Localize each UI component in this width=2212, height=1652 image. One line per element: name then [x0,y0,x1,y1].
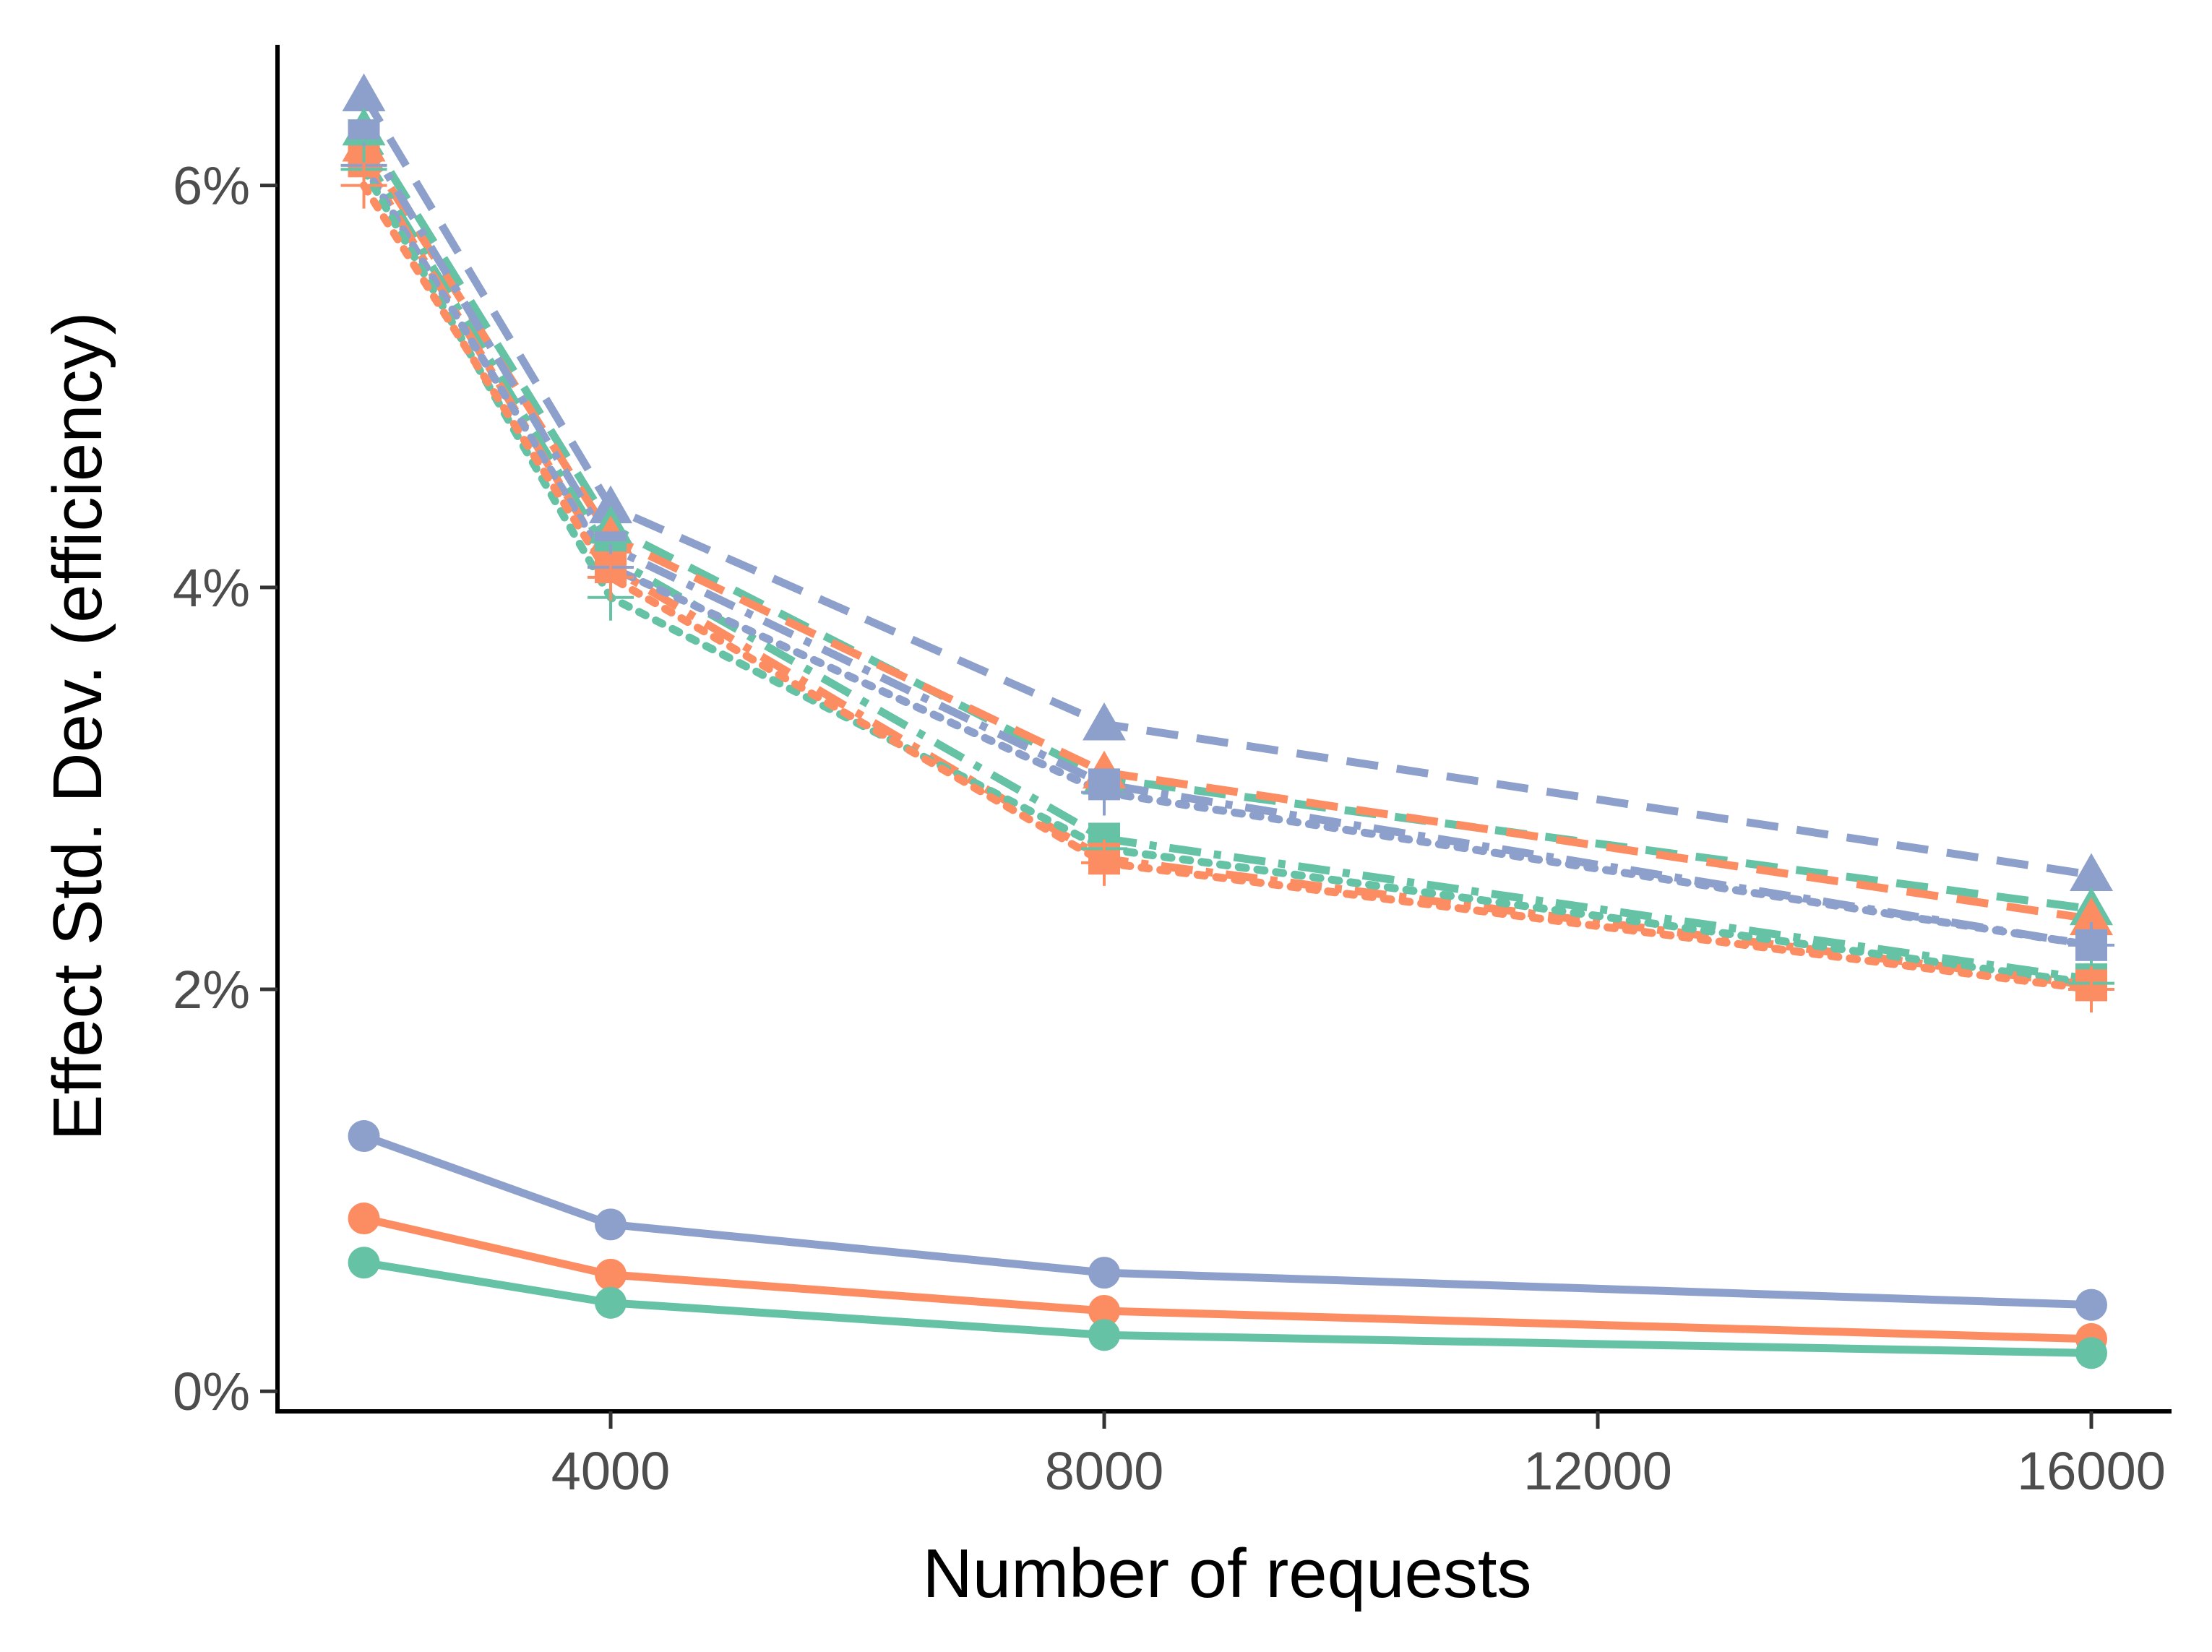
series-line [360,159,2092,989]
series-line [360,133,2092,950]
x-tick-label: 16000 [2017,1441,2166,1501]
y-tick-label: 2% [173,960,250,1020]
series-line [363,1258,2092,1357]
data-point-triangle [1083,702,1127,741]
data-point-circle [2075,1337,2108,1369]
data-point-plus [340,162,387,209]
series-line [360,93,2092,879]
y-tick-label: 0% [173,1361,250,1421]
data-point-plus [1081,839,1128,886]
data-point-circle [1088,1257,1121,1289]
data-point-triangle [589,485,633,524]
x-tick-label: 12000 [1523,1441,1672,1501]
data-point-triangle [2070,897,2114,936]
data-point-circle [1088,1319,1121,1351]
series-line [360,161,2096,950]
series-line [360,181,2096,994]
data-point-plus [2068,966,2115,1013]
data-point-triangle [2070,853,2114,892]
data-point-circle [348,1120,380,1153]
data-point-plus [1081,769,1128,816]
data-point-triangle [342,73,386,112]
x-axis-ticks: 4000 8000 12000 16000 [551,1411,2166,1501]
y-axis-ticks: 0% 2% 4% 6% [173,156,277,1421]
data-point-circle [595,1258,627,1291]
plot-area [360,93,2096,1357]
data-point-circle [1088,1294,1121,1327]
x-tick-label: 8000 [1045,1441,1164,1501]
data-point-circle [2075,1289,2108,1321]
series-line [363,1214,2092,1343]
data-point-circle [595,1286,627,1319]
marker-layer [340,73,2115,1369]
data-point-plus [588,554,634,601]
y-axis-title: Effect Std. Dev. (efficiency) [39,311,116,1140]
series-line [362,1132,2092,1309]
x-tick-label: 4000 [551,1441,671,1501]
data-point-circle [348,1247,380,1279]
y-tick-label: 6% [173,156,250,216]
data-point-circle [595,1208,627,1241]
data-point-circle [348,1203,380,1235]
series-line [360,126,2092,913]
x-axis-title: Number of requests [922,1535,1531,1612]
y-tick-label: 4% [173,558,250,618]
